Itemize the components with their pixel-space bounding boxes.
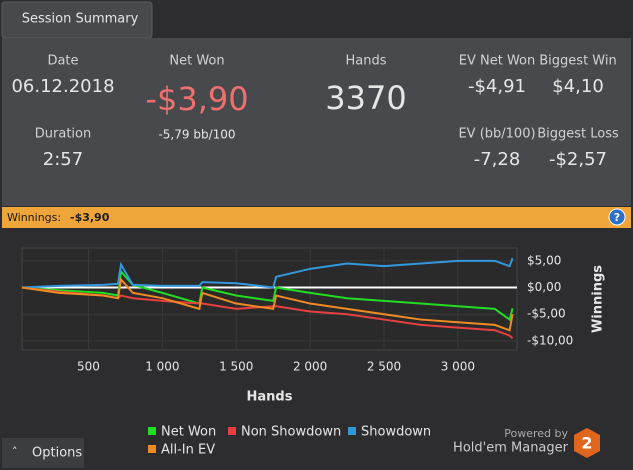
legend-swatch [148,427,156,435]
ev-bb-label: EV (bb/100) [458,127,535,142]
legend-swatch [228,427,236,435]
powered-by: Powered by [504,427,568,440]
x-tick-label: 2 000 [293,360,327,374]
x-tick-label: 1 000 [145,360,179,374]
y-axis-title: Winnings [591,265,606,333]
winnings-label: Winnings: [7,211,61,224]
options-button[interactable] [2,438,84,468]
legend-label: Showdown [361,425,431,440]
y-tick-label: $0,00 [527,280,561,294]
hands-label: Hands [345,54,386,69]
x-tick-label: 1 500 [219,360,253,374]
help-text[interactable]: ? [614,211,620,224]
series-line [21,257,514,289]
series-line [21,277,514,332]
hands-value: 3370 [325,79,406,117]
summary-panel [2,38,631,206]
legend-label: All-In EV [161,443,215,458]
x-tick-label: 500 [77,360,100,374]
tab-label[interactable]: Session Summary [22,12,139,27]
options-caret[interactable]: ˄ [12,445,18,458]
duration-value: 2:57 [43,149,83,170]
winnings-bar [2,207,631,228]
net-won-value: -$3,90 [145,80,248,118]
plot-area [21,247,518,351]
chart: 500 1 000 1 500 2 000 2 500 3 000 $5,00 $0,00 -$… [21,248,606,458]
duration-label: Duration [35,127,91,142]
legend-swatch [148,445,156,453]
biggest-win-label: Biggest Win [539,54,616,69]
y-tick-label: $5,00 [527,253,561,267]
y-tick-label: -$10,00 [527,333,573,347]
options-label[interactable]: Options [32,446,82,461]
biggest-win-value: $4,10 [552,76,604,97]
date-label: Date [47,54,78,69]
net-won-bb: -5,79 bb/100 [158,128,235,142]
legend-label: Net Won [161,425,216,440]
legend-swatch [348,427,356,435]
y-tick-label: -$5,00 [527,307,566,321]
ev-bb-value: -7,28 [474,149,521,170]
help-icon[interactable] [608,208,626,226]
net-won-label: Net Won [169,54,224,69]
ev-net-won-value: -$4,91 [468,76,526,97]
legend-label: Non Showdown [241,425,341,440]
x-tick-label: 2 500 [367,360,401,374]
winnings-value: -$3,90 [70,211,110,224]
logo-text: 2 [581,434,592,453]
logo [574,428,600,458]
biggest-loss-value: -$2,57 [549,149,607,170]
biggest-loss-label: Biggest Loss [537,127,619,142]
powered-product: Hold'em Manager [453,441,569,456]
date-value: 06.12.2018 [11,76,114,97]
x-tick-label: 3 000 [441,360,475,374]
ev-net-won-label: EV Net Won [459,54,535,69]
x-axis-title: Hands [247,390,293,405]
